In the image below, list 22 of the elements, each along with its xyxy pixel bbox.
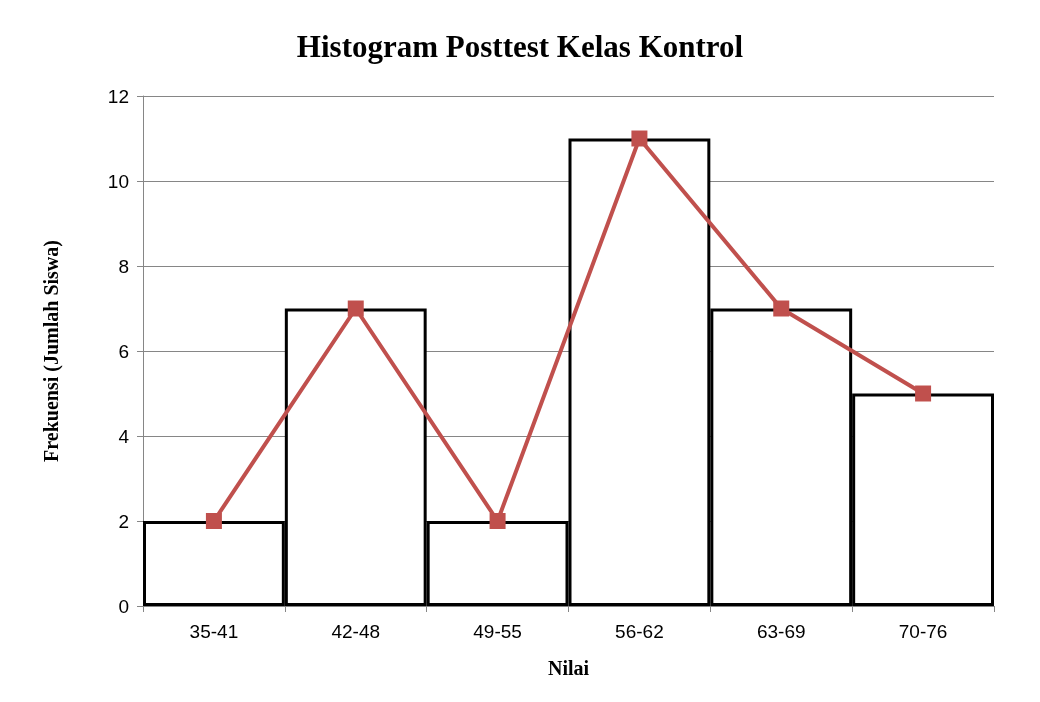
x-tick-label: 63-69: [756, 621, 806, 642]
point: [773, 300, 790, 317]
y-tick-label: 4: [118, 425, 130, 447]
x-tick-label: 70-76: [898, 621, 948, 642]
y-tick-label: 12: [107, 85, 129, 107]
chart-title: Histogram Posttest Kelas Kontrol: [296, 29, 744, 64]
point: [631, 130, 648, 147]
y-tick-label: 10: [107, 170, 129, 192]
y-tick-label: 8: [118, 255, 129, 277]
y-tick-label: 2: [118, 510, 129, 532]
point: [915, 385, 932, 402]
point: [489, 513, 506, 529]
x-tick-label: 35-41: [189, 621, 239, 642]
x-tick-label: 56-62: [615, 621, 664, 642]
y-axis-title: Frekuensi (Jumlah Siswa): [40, 240, 63, 462]
y-tick-label: 6: [118, 340, 129, 362]
point: [205, 513, 222, 529]
point: [347, 300, 364, 317]
y-tick-label: 0: [118, 595, 129, 617]
x-axis-title: Nilai: [547, 657, 590, 679]
x-tick-label: 49-55: [473, 621, 522, 642]
x-tick-label: 42-48: [331, 621, 381, 642]
